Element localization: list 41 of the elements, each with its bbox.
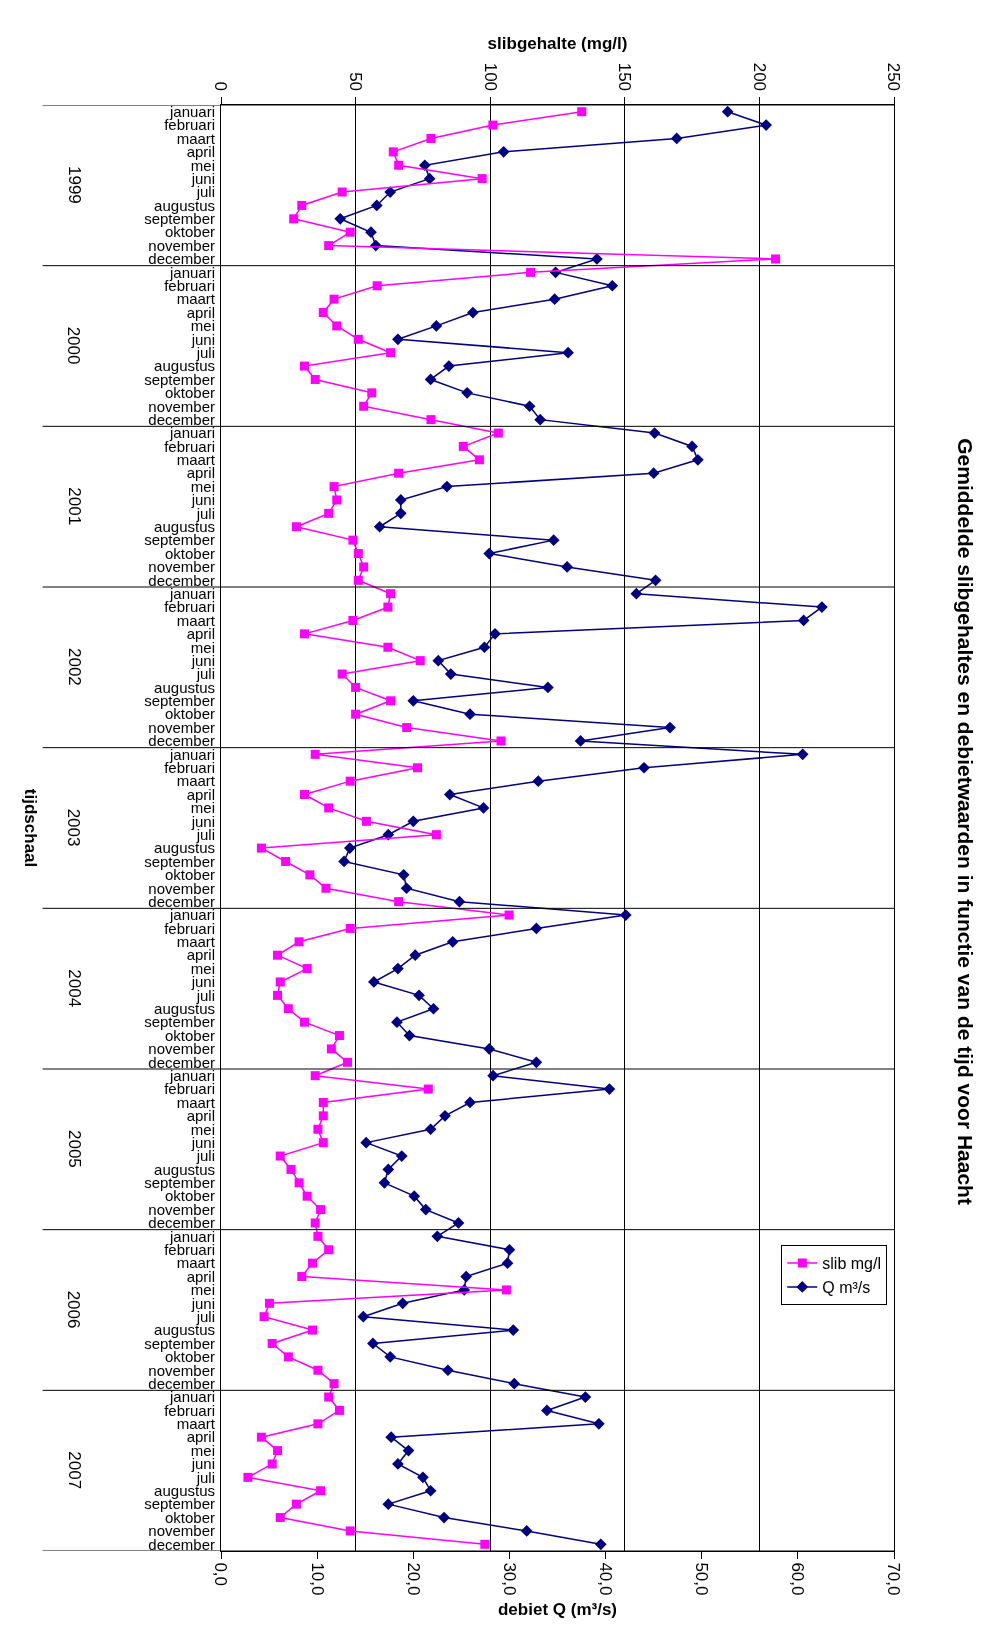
x-tick-label: 20,0 bbox=[403, 1562, 423, 1596]
text: 1999 bbox=[64, 165, 84, 204]
x-tick-label: 50,0 bbox=[692, 1562, 712, 1596]
y-tick-label: maart bbox=[176, 1254, 216, 1272]
text: tijdschaal bbox=[21, 788, 41, 868]
y-tick-label: juni bbox=[190, 491, 215, 509]
y-tick-label: juni bbox=[190, 812, 215, 830]
text: 2004 bbox=[65, 969, 85, 1008]
x2-tick-label: 150 bbox=[615, 62, 635, 92]
y-tick-label: maart bbox=[176, 611, 216, 629]
y-tick-label: maart bbox=[176, 1093, 216, 1111]
text: 2005 bbox=[64, 1129, 84, 1168]
text: 2006 bbox=[64, 1290, 84, 1329]
x-tick-label: 70,0 bbox=[884, 1562, 904, 1596]
text: 2003 bbox=[64, 808, 84, 847]
x-tick-label: 60,0 bbox=[788, 1562, 808, 1596]
y-tick-label: juni bbox=[190, 973, 215, 991]
text: 2001 bbox=[65, 487, 85, 526]
y-tick-label: maart bbox=[176, 772, 216, 790]
y-tick-label: juni bbox=[190, 1455, 215, 1473]
x2-tick-label: 100 bbox=[480, 62, 500, 92]
x2-tick-label: 250 bbox=[884, 62, 904, 92]
y-tick-label: juni bbox=[190, 1294, 215, 1312]
text: 2007 bbox=[65, 1451, 85, 1490]
x-tick-label: 0,0 bbox=[211, 1562, 231, 1587]
x2-tick-label: 0 bbox=[211, 81, 231, 92]
x2-tick-label: 50 bbox=[346, 72, 366, 92]
y-tick-label: maart bbox=[176, 129, 216, 147]
x-tick-label: 10,0 bbox=[307, 1562, 327, 1596]
y-tick-label: juni bbox=[190, 330, 215, 348]
y-tick-label: maart bbox=[176, 290, 216, 308]
x-tick-label: 40,0 bbox=[596, 1562, 616, 1596]
legend-label: Q m³/s bbox=[822, 1279, 871, 1297]
x-tick-label: 30,0 bbox=[499, 1562, 519, 1596]
x2-axis-title: slibgehalte (mg/l) bbox=[487, 34, 628, 54]
x-axis-title: debiet Q (m³/s) bbox=[497, 1599, 618, 1619]
legend-label: slib mg/l bbox=[822, 1255, 881, 1273]
text: 2002 bbox=[64, 647, 84, 686]
x2-tick-label: 200 bbox=[749, 62, 769, 92]
text: Gemiddelde slibgehaltes en debietwaarden in functie van de tijd voor Haacht bbox=[954, 438, 978, 1205]
text: 2000 bbox=[64, 326, 84, 365]
